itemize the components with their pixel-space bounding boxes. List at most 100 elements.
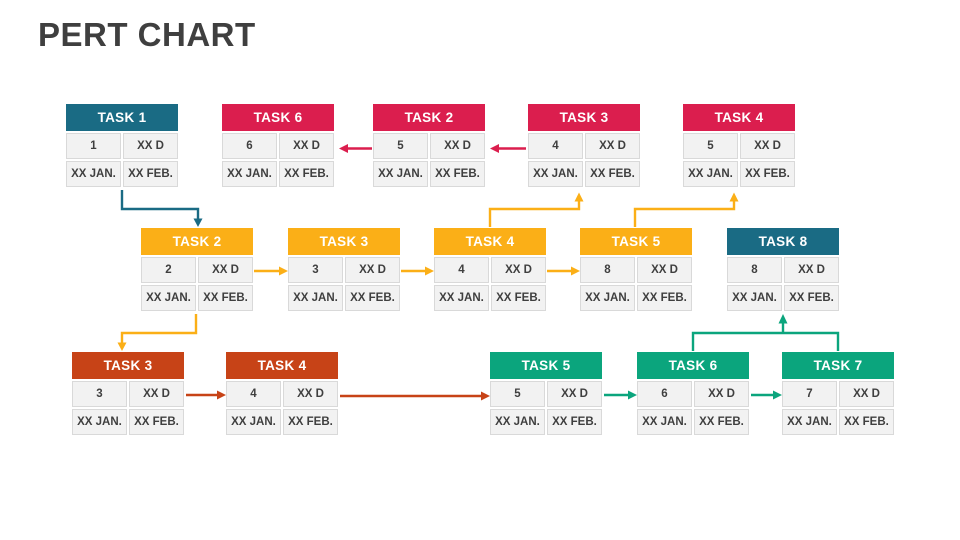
duration-unit-cell: XX D (694, 381, 749, 407)
task-row: XX JAN. XX FEB. (782, 409, 894, 435)
task-row: 3 XX D (288, 257, 400, 283)
duration-value-cell: 3 (72, 381, 127, 407)
task-box-r2-task2: TASK 2 2 XX D XX JAN. XX FEB. (141, 228, 253, 311)
task-row: 5 XX D (490, 381, 602, 407)
arrow-r3task6-r3task7-to-r2task8 (691, 314, 840, 351)
task-row: 7 XX D (782, 381, 894, 407)
task-row: 4 XX D (528, 133, 640, 159)
start-date-cell: XX JAN. (727, 285, 782, 311)
task-row: XX JAN. XX FEB. (528, 161, 640, 187)
arrow-r2task4-to-r2task5 (547, 266, 580, 276)
page-title: PERT CHART (38, 16, 256, 53)
start-date-cell: XX JAN. (580, 285, 635, 311)
task-box-r1-task4: TASK 4 5 XX D XX JAN. XX FEB. (683, 104, 795, 187)
duration-unit-cell: XX D (123, 133, 178, 159)
end-date-cell: XX FEB. (547, 409, 602, 435)
task-title: TASK 2 (141, 228, 253, 255)
duration-value-cell: 1 (66, 133, 121, 159)
task-title: TASK 3 (72, 352, 184, 379)
duration-unit-cell: XX D (198, 257, 253, 283)
end-date-cell: XX FEB. (283, 409, 338, 435)
task-box-r3-task6: TASK 6 6 XX D XX JAN. XX FEB. (637, 352, 749, 435)
start-date-cell: XX JAN. (490, 409, 545, 435)
task-row: XX JAN. XX FEB. (72, 409, 184, 435)
arrow-r3task6-to-r3task7 (751, 390, 782, 400)
task-row: 8 XX D (580, 257, 692, 283)
start-date-cell: XX JAN. (683, 161, 738, 187)
duration-value-cell: 4 (434, 257, 489, 283)
start-date-cell: XX JAN. (434, 285, 489, 311)
end-date-cell: XX FEB. (585, 161, 640, 187)
arrow-r2task2-to-r3task3 (117, 314, 198, 351)
task-row: XX JAN. XX FEB. (434, 285, 546, 311)
arrow-r1task2-to-r1task6 (339, 144, 372, 153)
end-date-cell: XX FEB. (694, 409, 749, 435)
task-row: 3 XX D (72, 381, 184, 407)
task-box-r3-task3: TASK 3 3 XX D XX JAN. XX FEB. (72, 352, 184, 435)
task-row: XX JAN. XX FEB. (288, 285, 400, 311)
end-date-cell: XX FEB. (123, 161, 178, 187)
duration-unit-cell: XX D (637, 257, 692, 283)
task-row: 6 XX D (637, 381, 749, 407)
task-row: 6 XX D (222, 133, 334, 159)
task-box-r3-task4: TASK 4 4 XX D XX JAN. XX FEB. (226, 352, 338, 435)
start-date-cell: XX JAN. (226, 409, 281, 435)
end-date-cell: XX FEB. (345, 285, 400, 311)
task-row: XX JAN. XX FEB. (226, 409, 338, 435)
start-date-cell: XX JAN. (528, 161, 583, 187)
start-date-cell: XX JAN. (637, 409, 692, 435)
task-box-r1-task6: TASK 6 6 XX D XX JAN. XX FEB. (222, 104, 334, 187)
task-row: XX JAN. XX FEB. (580, 285, 692, 311)
task-row: XX JAN. XX FEB. (66, 161, 178, 187)
task-title: TASK 4 (226, 352, 338, 379)
duration-value-cell: 8 (727, 257, 782, 283)
task-title: TASK 1 (66, 104, 178, 131)
duration-unit-cell: XX D (283, 381, 338, 407)
duration-value-cell: 5 (490, 381, 545, 407)
task-box-r1-task3: TASK 3 4 XX D XX JAN. XX FEB. (528, 104, 640, 187)
duration-value-cell: 8 (580, 257, 635, 283)
duration-unit-cell: XX D (491, 257, 546, 283)
task-row: XX JAN. XX FEB. (490, 409, 602, 435)
duration-value-cell: 5 (683, 133, 738, 159)
start-date-cell: XX JAN. (66, 161, 121, 187)
end-date-cell: XX FEB. (198, 285, 253, 311)
task-row: XX JAN. XX FEB. (373, 161, 485, 187)
task-title: TASK 4 (434, 228, 546, 255)
task-box-r2-task5: TASK 5 8 XX D XX JAN. XX FEB. (580, 228, 692, 311)
start-date-cell: XX JAN. (222, 161, 277, 187)
arrow-r2task2-to-r2task3 (254, 266, 288, 276)
start-date-cell: XX JAN. (141, 285, 196, 311)
task-title: TASK 2 (373, 104, 485, 131)
arrow-r2task5-to-r1task4 (633, 192, 739, 227)
start-date-cell: XX JAN. (72, 409, 127, 435)
start-date-cell: XX JAN. (782, 409, 837, 435)
task-row: 1 XX D (66, 133, 178, 159)
duration-value-cell: 4 (226, 381, 281, 407)
arrow-r2task3-to-r2task4 (401, 266, 434, 276)
task-row: 2 XX D (141, 257, 253, 283)
arrow-r3task5-to-r3task6 (604, 390, 637, 400)
duration-value-cell: 7 (782, 381, 837, 407)
duration-value-cell: 4 (528, 133, 583, 159)
duration-unit-cell: XX D (279, 133, 334, 159)
task-title: TASK 3 (288, 228, 400, 255)
task-row: 8 XX D (727, 257, 839, 283)
duration-unit-cell: XX D (430, 133, 485, 159)
duration-unit-cell: XX D (740, 133, 795, 159)
arrow-r3task4-to-r3task5 (340, 391, 490, 401)
duration-unit-cell: XX D (547, 381, 602, 407)
end-date-cell: XX FEB. (637, 285, 692, 311)
task-title: TASK 6 (637, 352, 749, 379)
task-title: TASK 4 (683, 104, 795, 131)
task-row: 4 XX D (226, 381, 338, 407)
task-row: 5 XX D (373, 133, 485, 159)
task-row: XX JAN. XX FEB. (637, 409, 749, 435)
task-title: TASK 3 (528, 104, 640, 131)
arrow-r1task3-to-r1task2 (490, 144, 526, 153)
arrow-r3task3-to-r3task4 (186, 390, 226, 400)
duration-value-cell: 2 (141, 257, 196, 283)
end-date-cell: XX FEB. (129, 409, 184, 435)
task-title: TASK 8 (727, 228, 839, 255)
